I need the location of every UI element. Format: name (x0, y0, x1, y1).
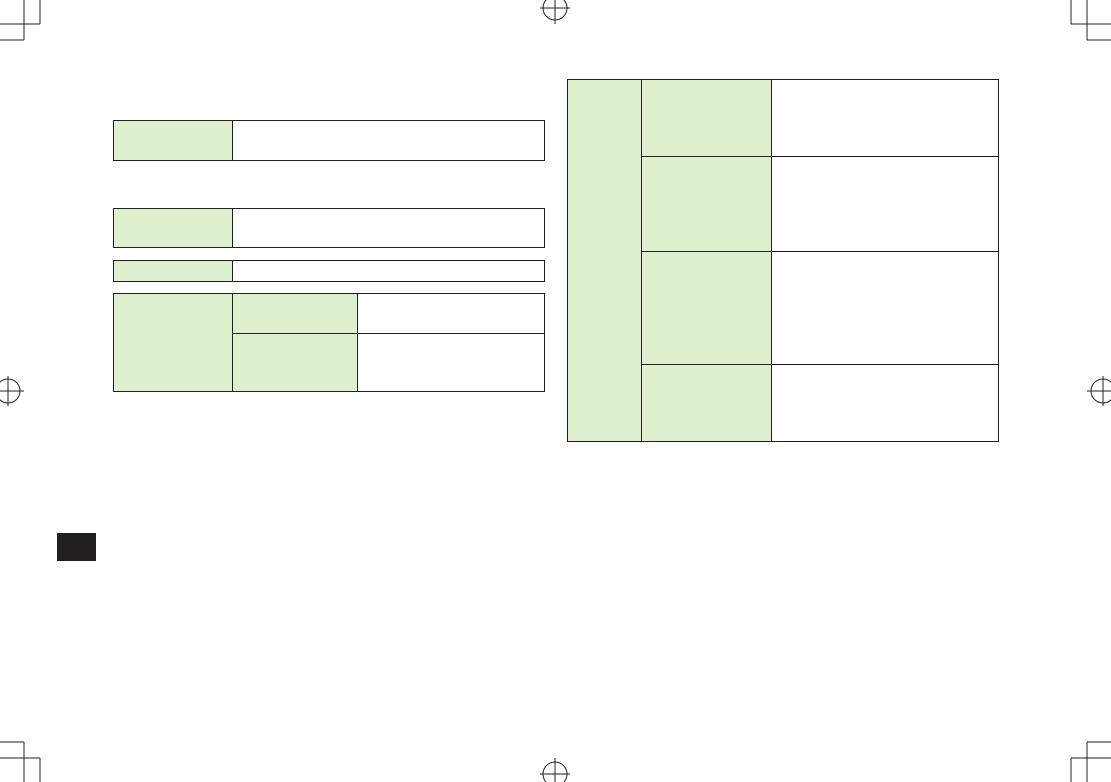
table-5-subheader-cell (641, 156, 772, 252)
table-4-value-cell (357, 333, 545, 392)
table-5-group-header-cell (567, 79, 642, 442)
table-5-value-cell (771, 156, 999, 252)
chapter-tab-marker (57, 533, 96, 561)
table-4-subheader-cell (232, 293, 358, 334)
table-5-subheader-cell (641, 364, 772, 442)
registration-mark-left (0, 376, 24, 406)
table-3-value-cell (232, 260, 545, 282)
table-5-value-cell (771, 364, 999, 442)
table-5-value-cell (771, 79, 999, 157)
table-5-value-cell (771, 251, 999, 365)
table-5-subheader-cell (641, 79, 772, 157)
table-3-header-cell (113, 260, 233, 282)
table-1-header-cell (113, 120, 233, 161)
table-4-value-cell (357, 293, 545, 334)
registration-mark-right (1087, 376, 1111, 406)
table-4-subheader-cell (232, 333, 358, 392)
table-4-group-header-cell (113, 293, 233, 392)
table-2-value-cell (232, 208, 545, 248)
registration-mark-top (540, 0, 570, 24)
table-1-value-cell (232, 120, 545, 161)
registration-mark-bottom (540, 758, 570, 782)
table-5-subheader-cell (641, 251, 772, 365)
table-2-header-cell (113, 208, 233, 248)
